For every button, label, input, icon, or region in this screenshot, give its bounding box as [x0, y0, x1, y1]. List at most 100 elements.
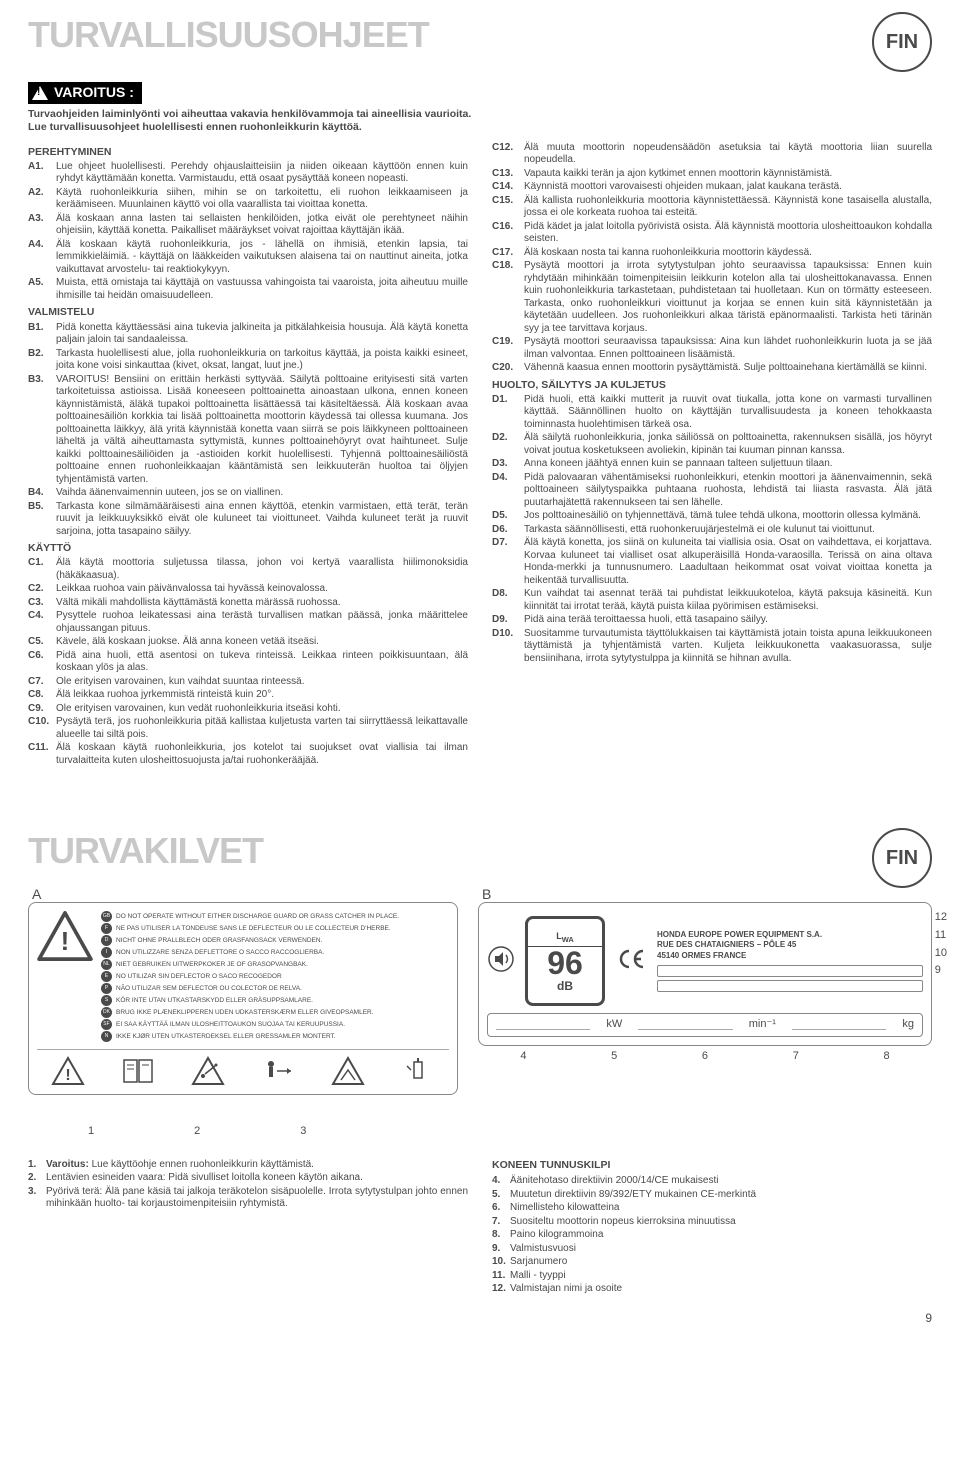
footer-num: 9. [492, 1243, 510, 1256]
noise-unit: dB [557, 979, 573, 994]
callout-11: 11 [935, 929, 947, 943]
instruction-item: B3.VAROITUS! Bensiini on erittäin herkäs… [28, 374, 468, 487]
item-text: Älä muuta moottorin nopeudensäädön asetu… [524, 142, 932, 167]
callout-8: 8 [884, 1050, 890, 1064]
item-text: Pidä huoli, että kaikki mutterit ja ruuv… [524, 394, 932, 432]
section1-header: TURVALLISUUSOHJEET FIN [28, 12, 932, 72]
item-number: D9. [492, 614, 524, 627]
footer-text: Lentävien esineiden vaara: Pidä sivullis… [46, 1172, 468, 1185]
label-b-bottom-callouts: 4 5 6 7 8 [478, 1050, 932, 1064]
lang-text: NICHT OHNE PRALLBLECH ODER GRASFANGSACK … [116, 936, 322, 945]
lang-code-badge: F [101, 923, 112, 934]
item-number: B2. [28, 348, 56, 373]
item-number: D7. [492, 537, 524, 587]
ce-mark-icon [615, 947, 647, 976]
lang-row: NLNIET GEBRUIKEN UITWERPKOKER JE OF GRAS… [101, 959, 399, 970]
item-text: Pidä konetta käyttäessäsi aina tukevia j… [56, 322, 468, 347]
instruction-item: B2.Tarkasta huolellisesti alue, jolla ru… [28, 348, 468, 373]
lang-text: NE PAS UTILISER LA TONDEUSE SANS LE DEFL… [116, 924, 391, 933]
instruction-item: B5.Tarkasta kone silmämääräisesti aina e… [28, 501, 468, 539]
label-a-letter: A [32, 886, 41, 904]
manufacturer-info: HONDA EUROPE POWER EQUIPMENT S.A. RUE DE… [657, 930, 923, 992]
item-number: A3. [28, 213, 56, 238]
item-text: Älä koskaan käytä ruohonleikkuria, jos -… [56, 239, 468, 277]
item-number: A5. [28, 277, 56, 302]
footer-item: 7.Suositeltu moottorin nopeus kierroksin… [492, 1216, 932, 1229]
item-text: Pysäytä terä, jos ruohonleikkuria pitää … [56, 716, 468, 741]
label-a-box: ! GBDO NOT OPERATE WITHOUT EITHER DISCHA… [28, 902, 458, 1095]
item-number: C17. [492, 247, 524, 260]
item-number: C18. [492, 260, 524, 335]
instruction-item: D5.Jos polttoainesäiliö on tyhjennettävä… [492, 510, 932, 523]
instruction-item: C3.Vältä mikäli mahdollista käyttämästä … [28, 597, 468, 610]
item-text: Älä koskaan anna lasten tai sellaisten h… [56, 213, 468, 238]
instruction-item: D8.Kun vaihdat tai asennat terää tai puh… [492, 588, 932, 613]
item-text: Älä koskaan nosta tai kanna ruohonleikku… [524, 247, 932, 260]
item-text: Muista, että omistaja tai käyttäjä on va… [56, 277, 468, 302]
item-number: C15. [492, 195, 524, 220]
item-text: Pidä aina huoli, että asentosi on tukeva… [56, 650, 468, 675]
noise-value: 96 [547, 947, 583, 979]
fin-badge-icon: FIN [872, 12, 932, 72]
footer-item: 8.Paino kilogrammoina [492, 1229, 932, 1242]
instruction-item: C10.Pysäytä terä, jos ruohonleikkuria pi… [28, 716, 468, 741]
item-number: D10. [492, 628, 524, 666]
item-text: Tarkasta huolellisesti alue, jolla ruoho… [56, 348, 468, 373]
instruction-item: D9.Pidä aina terää teroittaessa huoli, e… [492, 614, 932, 627]
lang-code-badge: E [101, 971, 112, 982]
footer-text: Pyörivä terä: Älä pane käsiä tai jalkoja… [46, 1186, 468, 1211]
instruction-item: C1.Älä käytä moottoria suljetussa tilass… [28, 557, 468, 582]
item-number: C13. [492, 168, 524, 181]
mfg-line1: HONDA EUROPE POWER EQUIPMENT S.A. [657, 930, 923, 940]
callout-4: 4 [520, 1050, 526, 1064]
footer-text: Muutetun direktiivin 89/392/ETY mukainen… [510, 1189, 932, 1202]
warning-triangle-icon [32, 86, 48, 100]
footer-text: Äänitehotaso direktiivin 2000/14/CE muka… [510, 1175, 932, 1188]
instruction-item: C13.Vapauta kaikki terän ja ajon kytkime… [492, 168, 932, 181]
instruction-item: D6.Tarkasta säännöllisesti, että ruohonk… [492, 524, 932, 537]
lang-row: F NE PAS UTILISER LA TONDEUSE SANS LE DEF… [101, 923, 399, 934]
item-text: Lue ohjeet huolellisesti. Perehdy ohjaus… [56, 161, 468, 186]
lang-row: DKBRUG IKKE PLÆNEKLIPPEREN UDEN UDKASTER… [101, 1007, 399, 1018]
callout-1: 1 [88, 1125, 94, 1139]
warning-triangle-large-icon: ! [37, 911, 93, 961]
instruction-item: C15.Älä kallista ruohonleikkuria moottor… [492, 195, 932, 220]
instruction-item: A1.Lue ohjeet huolellisesti. Perehdy ohj… [28, 161, 468, 186]
section2-header: TURVAKILVET FIN [28, 828, 932, 888]
item-number: C1. [28, 557, 56, 582]
item-number: C20. [492, 362, 524, 375]
footer-item: 9.Valmistusvuosi [492, 1243, 932, 1256]
instruction-item: C19.Pysäytä moottori seuraavissa tapauks… [492, 336, 932, 361]
item-number: D4. [492, 472, 524, 510]
language-list: GBDO NOT OPERATE WITHOUT EITHER DISCHARG… [101, 911, 399, 1043]
item-text: Pidä kädet ja jalat loitolla pyörivistä … [524, 221, 932, 246]
instruction-item: D2.Älä säilytä ruohonleikkuria, jonka sä… [492, 432, 932, 457]
footer-item: 1.Varoitus: Lue käyttöohje ennen ruohonl… [28, 1159, 468, 1172]
item-number: D8. [492, 588, 524, 613]
label-a-wrapper: A ! GBDO NOT OPERATE WITHOUT EITHER DISC… [28, 902, 458, 1139]
footer-text: Suositeltu moottorin nopeus kierroksina … [510, 1216, 932, 1229]
callout-9: 9 [935, 964, 947, 978]
footer-left-col: 1.Varoitus: Lue käyttöohje ennen ruohonl… [28, 1159, 468, 1297]
mfg-line3: 45140 ORMES FRANCE [657, 951, 923, 961]
item-number: C5. [28, 636, 56, 649]
noise-lwa-label: LWA [528, 929, 602, 947]
lang-code-badge: NL [101, 959, 112, 970]
item-text: Käynnistä moottori varovaisesti ohjeiden… [524, 181, 932, 194]
lang-text: BRUG IKKE PLÆNEKLIPPEREN UDEN UDKASTERSK… [116, 1008, 374, 1017]
unit-kg: kg [902, 1018, 914, 1032]
callout-2: 2 [194, 1125, 200, 1139]
item-number: B3. [28, 374, 56, 487]
callout-7: 7 [793, 1050, 799, 1064]
lang-row: INON UTILIZZARE SENZA DEFLETTORE O SACCO… [101, 947, 399, 958]
lang-text: NON UTILIZZARE SENZA DEFLETTORE O SACCO … [116, 948, 324, 957]
item-number: C9. [28, 703, 56, 716]
instruction-item: C8.Älä leikkaa ruohoa jyrkemmistä rintei… [28, 689, 468, 702]
group-heading: KÄYTTÖ [28, 542, 468, 555]
icon-strip: ! [37, 1049, 449, 1086]
label-b-wrapper: B LWA 96 dB HONDA EUROPE POWER EQ [478, 902, 932, 1139]
item-number: C19. [492, 336, 524, 361]
lang-code-badge: S [101, 995, 112, 1006]
footer-num: 2. [28, 1172, 46, 1185]
footer-right-col: KONEEN TUNNUSKILPI 4.Äänitehotaso direkt… [492, 1159, 932, 1297]
